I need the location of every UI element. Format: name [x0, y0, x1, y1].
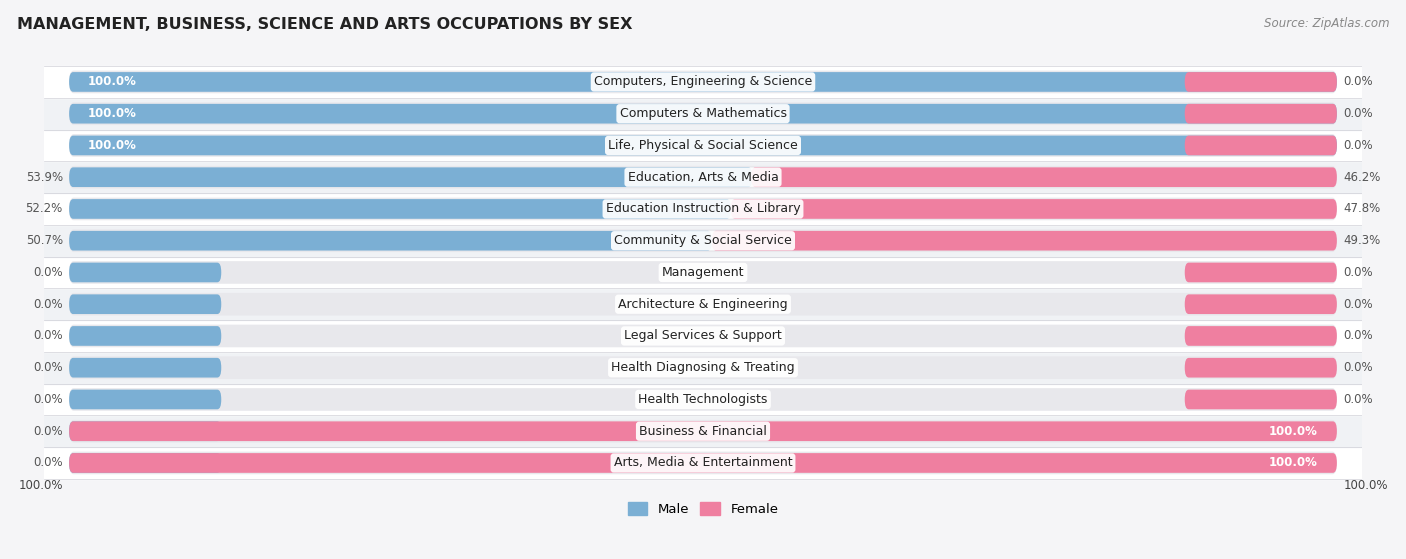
FancyBboxPatch shape [69, 70, 1337, 93]
Text: 0.0%: 0.0% [1343, 298, 1372, 311]
Text: Life, Physical & Social Science: Life, Physical & Social Science [609, 139, 797, 152]
FancyBboxPatch shape [711, 231, 1337, 250]
FancyBboxPatch shape [69, 261, 1337, 284]
FancyBboxPatch shape [69, 390, 221, 409]
FancyBboxPatch shape [69, 293, 1337, 315]
Text: Community & Social Service: Community & Social Service [614, 234, 792, 247]
Text: 53.9%: 53.9% [25, 170, 63, 184]
Text: Education Instruction & Library: Education Instruction & Library [606, 202, 800, 215]
Text: 0.0%: 0.0% [1343, 75, 1372, 88]
FancyBboxPatch shape [751, 167, 1337, 187]
Text: 0.0%: 0.0% [1343, 139, 1372, 152]
FancyBboxPatch shape [731, 199, 1337, 219]
Text: Business & Financial: Business & Financial [640, 425, 766, 438]
Text: 0.0%: 0.0% [34, 425, 63, 438]
Text: Management: Management [662, 266, 744, 279]
Bar [44, 352, 1362, 383]
Bar [44, 162, 1362, 193]
Text: 100.0%: 100.0% [89, 139, 136, 152]
FancyBboxPatch shape [1185, 263, 1337, 282]
FancyBboxPatch shape [69, 102, 1337, 125]
Bar [44, 225, 1362, 257]
Bar [44, 257, 1362, 288]
FancyBboxPatch shape [69, 229, 1337, 252]
Text: Computers & Mathematics: Computers & Mathematics [620, 107, 786, 120]
FancyBboxPatch shape [69, 420, 1337, 443]
Text: 0.0%: 0.0% [34, 329, 63, 343]
FancyBboxPatch shape [69, 421, 1337, 441]
Bar [44, 320, 1362, 352]
FancyBboxPatch shape [69, 421, 221, 441]
FancyBboxPatch shape [69, 357, 1337, 379]
Text: 100.0%: 100.0% [18, 479, 63, 492]
Text: 0.0%: 0.0% [34, 298, 63, 311]
Bar [44, 130, 1362, 162]
FancyBboxPatch shape [69, 388, 1337, 411]
FancyBboxPatch shape [1185, 326, 1337, 346]
Bar [44, 288, 1362, 320]
Text: 47.8%: 47.8% [1343, 202, 1381, 215]
Text: Health Technologists: Health Technologists [638, 393, 768, 406]
FancyBboxPatch shape [69, 134, 1337, 157]
FancyBboxPatch shape [1185, 104, 1337, 124]
Bar [44, 415, 1362, 447]
Text: 0.0%: 0.0% [34, 457, 63, 470]
FancyBboxPatch shape [1185, 136, 1337, 155]
Text: Computers, Engineering & Science: Computers, Engineering & Science [593, 75, 813, 88]
FancyBboxPatch shape [69, 166, 1337, 188]
FancyBboxPatch shape [69, 104, 1337, 124]
FancyBboxPatch shape [69, 452, 1337, 474]
FancyBboxPatch shape [69, 453, 221, 473]
Bar [44, 66, 1362, 98]
Text: 0.0%: 0.0% [34, 361, 63, 374]
FancyBboxPatch shape [69, 325, 1337, 347]
FancyBboxPatch shape [69, 263, 221, 282]
FancyBboxPatch shape [69, 167, 752, 187]
Text: 100.0%: 100.0% [1270, 425, 1317, 438]
FancyBboxPatch shape [69, 453, 1337, 473]
Text: 0.0%: 0.0% [34, 393, 63, 406]
Text: 0.0%: 0.0% [1343, 329, 1372, 343]
Text: 50.7%: 50.7% [25, 234, 63, 247]
Text: Arts, Media & Entertainment: Arts, Media & Entertainment [613, 457, 793, 470]
Text: 0.0%: 0.0% [1343, 107, 1372, 120]
Text: 52.2%: 52.2% [25, 202, 63, 215]
Bar [44, 447, 1362, 479]
FancyBboxPatch shape [69, 199, 731, 219]
Text: Health Diagnosing & Treating: Health Diagnosing & Treating [612, 361, 794, 374]
FancyBboxPatch shape [1185, 358, 1337, 377]
Text: 0.0%: 0.0% [1343, 393, 1372, 406]
FancyBboxPatch shape [69, 198, 1337, 220]
Bar [44, 383, 1362, 415]
FancyBboxPatch shape [69, 295, 221, 314]
Text: Education, Arts & Media: Education, Arts & Media [627, 170, 779, 184]
FancyBboxPatch shape [69, 136, 1337, 155]
Text: 100.0%: 100.0% [89, 75, 136, 88]
Text: Architecture & Engineering: Architecture & Engineering [619, 298, 787, 311]
Bar [44, 193, 1362, 225]
FancyBboxPatch shape [69, 231, 711, 250]
FancyBboxPatch shape [1185, 390, 1337, 409]
Text: MANAGEMENT, BUSINESS, SCIENCE AND ARTS OCCUPATIONS BY SEX: MANAGEMENT, BUSINESS, SCIENCE AND ARTS O… [17, 17, 633, 32]
Text: 0.0%: 0.0% [1343, 266, 1372, 279]
Text: 49.3%: 49.3% [1343, 234, 1381, 247]
Text: 100.0%: 100.0% [89, 107, 136, 120]
FancyBboxPatch shape [1185, 295, 1337, 314]
Text: 0.0%: 0.0% [1343, 361, 1372, 374]
Bar [44, 98, 1362, 130]
Text: 100.0%: 100.0% [1343, 479, 1388, 492]
FancyBboxPatch shape [69, 326, 221, 346]
FancyBboxPatch shape [1185, 72, 1337, 92]
Text: 100.0%: 100.0% [1270, 457, 1317, 470]
Text: Legal Services & Support: Legal Services & Support [624, 329, 782, 343]
Text: Source: ZipAtlas.com: Source: ZipAtlas.com [1264, 17, 1389, 30]
Text: 0.0%: 0.0% [34, 266, 63, 279]
FancyBboxPatch shape [69, 72, 1337, 92]
FancyBboxPatch shape [69, 358, 221, 377]
Legend: Male, Female: Male, Female [623, 496, 783, 521]
Text: 46.2%: 46.2% [1343, 170, 1381, 184]
